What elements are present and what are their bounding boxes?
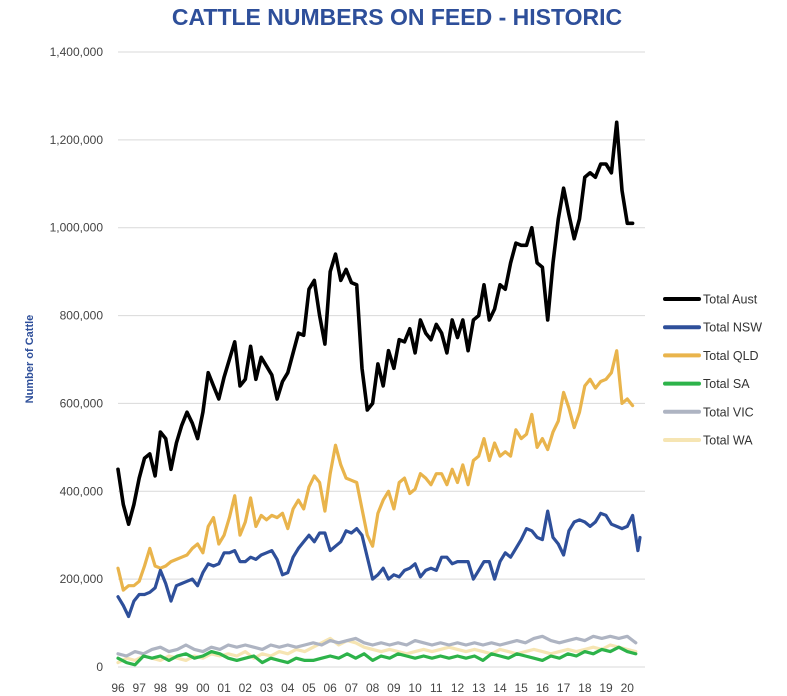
y-tick-label: 1,200,000: [50, 133, 104, 147]
legend-label: Total WA: [703, 434, 753, 448]
x-tick-label: 00: [196, 681, 210, 695]
x-axis-ticks: 96 97 98 99 00 01 02 03 04 05 06 07 08 09 10 11 12 13 14 15…: [111, 681, 634, 695]
x-tick-label: 01: [217, 681, 231, 695]
y-axis-ticks: 0 200,000 400,000 600,000 800,000 1,000,000 1,…: [50, 45, 104, 674]
x-tick-label: 06: [324, 681, 338, 695]
legend-label: Total QLD: [703, 349, 759, 363]
chart-title: CATTLE NUMBERS ON FEED - HISTORIC: [172, 4, 622, 30]
y-axis-label: Number of Cattle: [24, 315, 36, 404]
y-tick-label: 0: [96, 660, 103, 674]
legend-label: Total NSW: [703, 321, 762, 335]
x-tick-label: 97: [133, 681, 147, 695]
x-tick-label: 07: [345, 681, 359, 695]
y-tick-label: 600,000: [60, 396, 104, 410]
gridlines: [118, 51, 645, 668]
y-tick-label: 200,000: [60, 572, 104, 586]
x-tick-label: 96: [111, 681, 125, 695]
x-tick-label: 05: [302, 681, 316, 695]
series-line-total-nsw: [116, 509, 642, 619]
x-tick-label: 20: [621, 681, 635, 695]
series-line-total-aust: [116, 120, 635, 526]
x-tick-label: 15: [514, 681, 528, 695]
legend-label: Total Aust: [703, 293, 758, 307]
x-tick-label: 08: [366, 681, 380, 695]
x-tick-label: 98: [154, 681, 168, 695]
x-tick-label: 04: [281, 681, 295, 695]
y-tick-label: 400,000: [60, 484, 104, 498]
x-tick-label: 03: [260, 681, 274, 695]
series-line-total-qld: [116, 349, 635, 592]
legend: Total Aust Total NSW Total QLD Total SA Tota…: [663, 293, 762, 448]
y-tick-label: 800,000: [60, 309, 104, 323]
x-tick-label: 13: [472, 681, 486, 695]
series-line-total-wa: [116, 636, 638, 665]
x-tick-label: 99: [175, 681, 189, 695]
x-tick-label: 19: [599, 681, 613, 695]
x-tick-label: 10: [408, 681, 422, 695]
series-line-total-vic: [116, 634, 638, 658]
series-line-total-sa: [116, 645, 638, 667]
legend-label: Total VIC: [703, 405, 754, 419]
x-tick-label: 09: [387, 681, 401, 695]
x-tick-label: 12: [451, 681, 465, 695]
x-tick-label: 14: [493, 681, 507, 695]
y-tick-label: 1,000,000: [50, 221, 104, 235]
x-tick-label: 17: [557, 681, 571, 695]
x-tick-label: 16: [536, 681, 550, 695]
x-tick-label: 11: [430, 681, 443, 695]
x-tick-label: 02: [239, 681, 253, 695]
x-tick-label: 18: [578, 681, 592, 695]
y-tick-label: 1,400,000: [50, 45, 104, 59]
series-lines: [116, 120, 642, 667]
legend-label: Total SA: [703, 377, 750, 391]
